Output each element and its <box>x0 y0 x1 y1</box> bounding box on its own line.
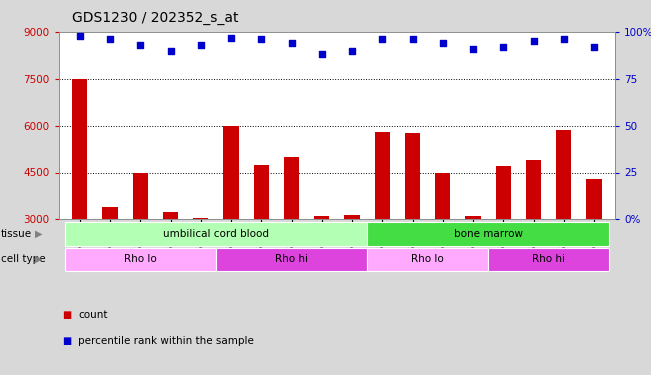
Text: count: count <box>78 310 107 320</box>
Text: Rho hi: Rho hi <box>532 254 565 264</box>
Text: ▶: ▶ <box>35 254 43 264</box>
Bar <box>163 211 178 313</box>
Point <box>589 44 599 50</box>
Point <box>529 38 539 44</box>
Bar <box>223 126 238 313</box>
Text: Rho hi: Rho hi <box>275 254 308 264</box>
Point <box>559 36 569 42</box>
Point <box>226 34 236 40</box>
Point <box>105 36 115 42</box>
Bar <box>405 134 420 313</box>
Text: Rho lo: Rho lo <box>411 254 444 264</box>
Point <box>408 36 418 42</box>
Point <box>286 40 297 46</box>
Point <box>256 36 266 42</box>
Bar <box>284 157 299 313</box>
Bar <box>587 179 602 313</box>
Bar <box>495 166 511 313</box>
Bar <box>254 165 269 313</box>
Point <box>377 36 387 42</box>
Bar <box>193 218 208 313</box>
Text: ▶: ▶ <box>35 229 43 239</box>
Bar <box>102 207 118 313</box>
Point <box>165 48 176 54</box>
Point <box>347 48 357 54</box>
Bar <box>526 160 541 313</box>
Bar <box>72 79 87 313</box>
Bar <box>436 172 450 313</box>
Text: Rho lo: Rho lo <box>124 254 157 264</box>
Bar <box>344 214 359 313</box>
Text: tissue: tissue <box>1 229 32 239</box>
Point <box>75 33 85 39</box>
Point <box>468 46 478 52</box>
Bar <box>314 216 329 313</box>
Point <box>316 51 327 57</box>
Text: percentile rank within the sample: percentile rank within the sample <box>78 336 254 346</box>
Text: bone marrow: bone marrow <box>454 229 523 239</box>
Text: ■: ■ <box>62 336 71 346</box>
Point <box>135 42 145 48</box>
Text: GDS1230 / 202352_s_at: GDS1230 / 202352_s_at <box>72 11 238 25</box>
Bar <box>465 216 480 313</box>
Text: umbilical cord blood: umbilical cord blood <box>163 229 269 239</box>
Point <box>498 44 508 50</box>
Bar <box>375 132 390 313</box>
Point <box>195 42 206 48</box>
Bar <box>133 172 148 313</box>
Text: cell type: cell type <box>1 254 46 264</box>
Text: ■: ■ <box>62 310 71 320</box>
Point <box>437 40 448 46</box>
Bar <box>556 130 572 313</box>
